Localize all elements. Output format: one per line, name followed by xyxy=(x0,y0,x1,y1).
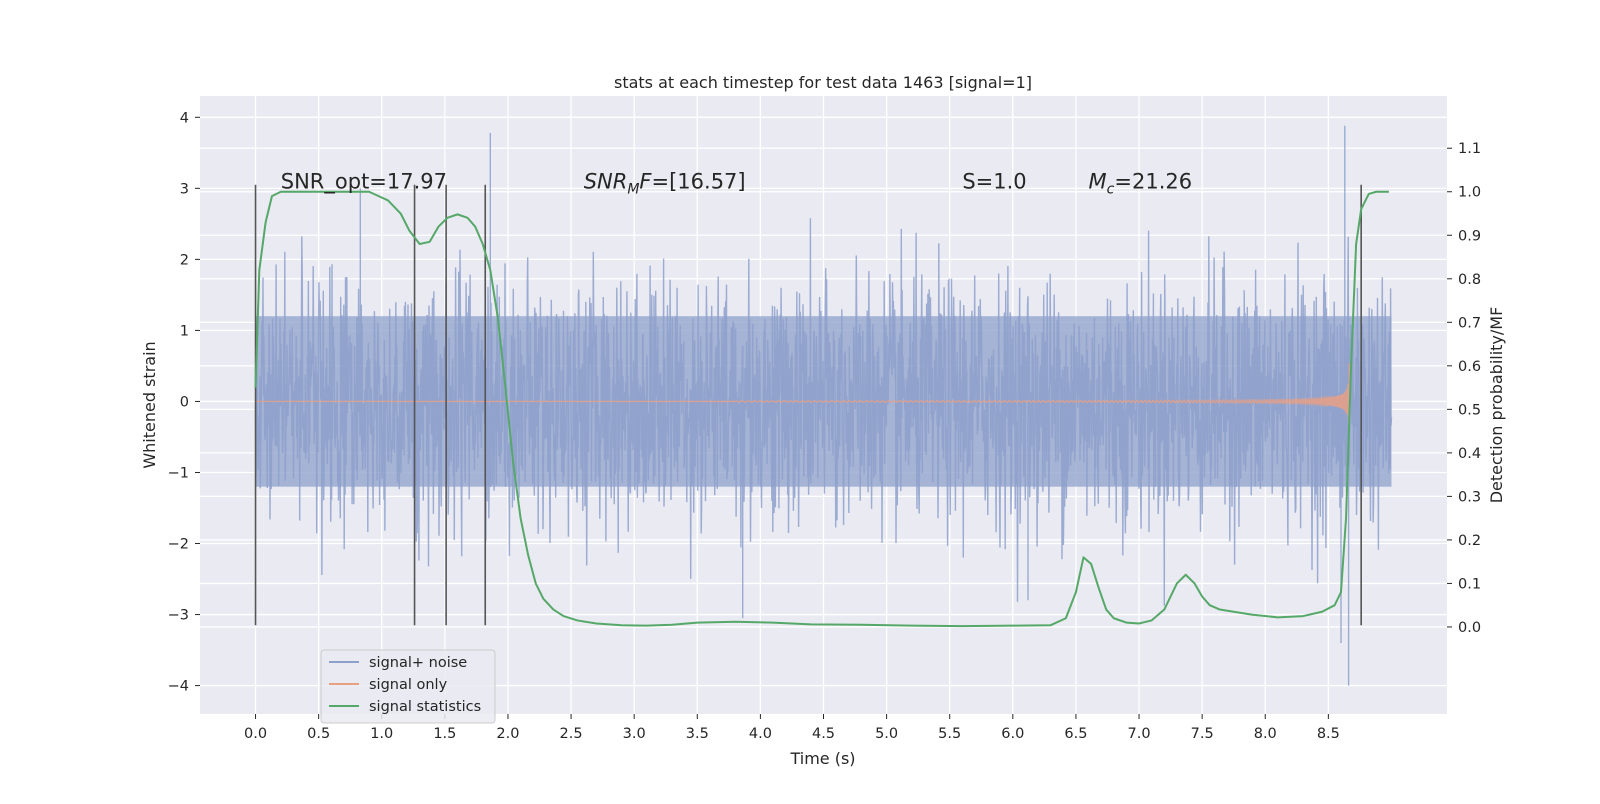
y-left-tick-label: 3 xyxy=(180,181,189,197)
x-tick-label: 7.5 xyxy=(1191,726,1214,742)
annotation-snr-opt: SNR_opt=17.97 xyxy=(281,169,447,194)
annotation-main-text: SNR xyxy=(584,169,628,193)
x-tick-label: 8.0 xyxy=(1254,726,1277,742)
y-right-tick-label: 0.8 xyxy=(1458,272,1481,288)
x-tick-label: 0.0 xyxy=(244,726,267,742)
annotation-subscript: M xyxy=(627,181,639,197)
annotation-layer: SNR_opt=17.97 SNRMF=[16.57] S=1.0 Mc=21.26 xyxy=(281,169,1192,197)
x-tick-label: 3.0 xyxy=(623,726,646,742)
x-tick-label: 2.5 xyxy=(560,726,583,742)
legend-label-signal-only: signal only xyxy=(369,677,448,693)
y-right-tick-label: 0.9 xyxy=(1458,228,1481,244)
x-tick-label: 1.5 xyxy=(433,726,456,742)
annotation-mchirp: Mc=21.26 xyxy=(1089,169,1193,197)
x-tick-label: 8.5 xyxy=(1317,726,1340,742)
annotation-s-stat: S=1.0 xyxy=(962,169,1026,193)
y-left-tick-label: −4 xyxy=(168,679,189,695)
y-right-tick-label: 1.1 xyxy=(1458,141,1481,157)
y-right-tick-label: 1.0 xyxy=(1458,185,1481,201)
y-right-tick-label: 0.0 xyxy=(1458,620,1481,636)
series-signal-only-line xyxy=(255,363,1351,432)
axis-layer: 0.0 0.5 1.0 1.5 2.0 2.5 3.0 3.5 4.0 4.5 5.0 5.5 6.0 6… xyxy=(168,110,1481,742)
annotation-suffix: F xyxy=(639,169,652,193)
x-tick-label: 1.0 xyxy=(370,726,393,742)
legend-label-signal-noise: signal+ noise xyxy=(369,655,467,671)
x-tick-label: 0.5 xyxy=(307,726,330,742)
x-tick-label: 6.0 xyxy=(1001,726,1024,742)
annotation-value: =21.26 xyxy=(1114,169,1192,193)
y-axis-left-label: Whitened strain xyxy=(140,341,159,468)
y-left-tick-label: 1 xyxy=(180,323,189,339)
y-right-tick-label: 0.3 xyxy=(1458,489,1481,505)
legend-box xyxy=(320,649,496,724)
y-right-tick-label: 0.7 xyxy=(1458,315,1481,331)
annotation-main-text: M xyxy=(1089,169,1107,193)
x-tick-label: 4.0 xyxy=(749,726,772,742)
chart-title: stats at each timestep for test data 146… xyxy=(614,73,1032,92)
legend: signal+ noise signal only signal statist… xyxy=(320,649,496,724)
x-tick-label: 3.5 xyxy=(686,726,709,742)
x-tick-label: 5.5 xyxy=(938,726,961,742)
y-right-tick-label: 0.2 xyxy=(1458,533,1481,549)
y-right-tick-label: 0.1 xyxy=(1458,576,1481,592)
series-signal-statistics xyxy=(254,190,1389,628)
x-tick-label: 4.5 xyxy=(812,726,835,742)
y-left-tick-label: −1 xyxy=(168,465,189,481)
y-left-tick-label: 4 xyxy=(180,110,189,126)
series-signal-only xyxy=(255,363,1351,432)
y-left-tick-label: −2 xyxy=(168,537,189,553)
x-tick-label: 7.0 xyxy=(1128,726,1151,742)
y-left-tick-label: 0 xyxy=(180,394,189,410)
annotation-subscript: c xyxy=(1107,181,1115,197)
annotation-snr-mf: SNRMF=[16.57] xyxy=(584,169,746,197)
y-right-tick-label: 0.5 xyxy=(1458,402,1481,418)
series-signal-statistics-line xyxy=(254,190,1389,628)
vline-layer xyxy=(254,184,1362,626)
y-right-tick-label: 0.6 xyxy=(1458,359,1481,375)
x-tick-label: 2.0 xyxy=(496,726,519,742)
x-axis-label: Time (s) xyxy=(789,749,855,768)
y-axis-right-label: Detection probability/MF xyxy=(1487,307,1506,504)
legend-label-signal-statistics: signal statistics xyxy=(369,699,481,715)
x-tick-label: 5.0 xyxy=(875,726,898,742)
x-tick-label: 6.5 xyxy=(1064,726,1087,742)
y-left-tick-label: −3 xyxy=(168,608,189,624)
annotation-value: =[16.57] xyxy=(652,169,746,193)
y-left-tick-label: 2 xyxy=(180,252,189,268)
y-right-tick-label: 0.4 xyxy=(1458,446,1481,462)
